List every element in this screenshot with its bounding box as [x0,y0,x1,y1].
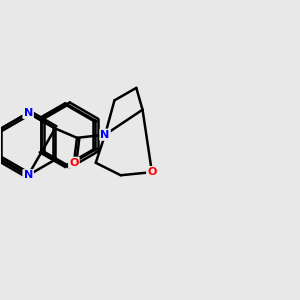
Text: N: N [23,170,33,180]
Text: O: O [69,158,79,168]
Text: N: N [100,130,110,140]
Text: N: N [23,108,33,118]
Text: O: O [147,167,157,177]
